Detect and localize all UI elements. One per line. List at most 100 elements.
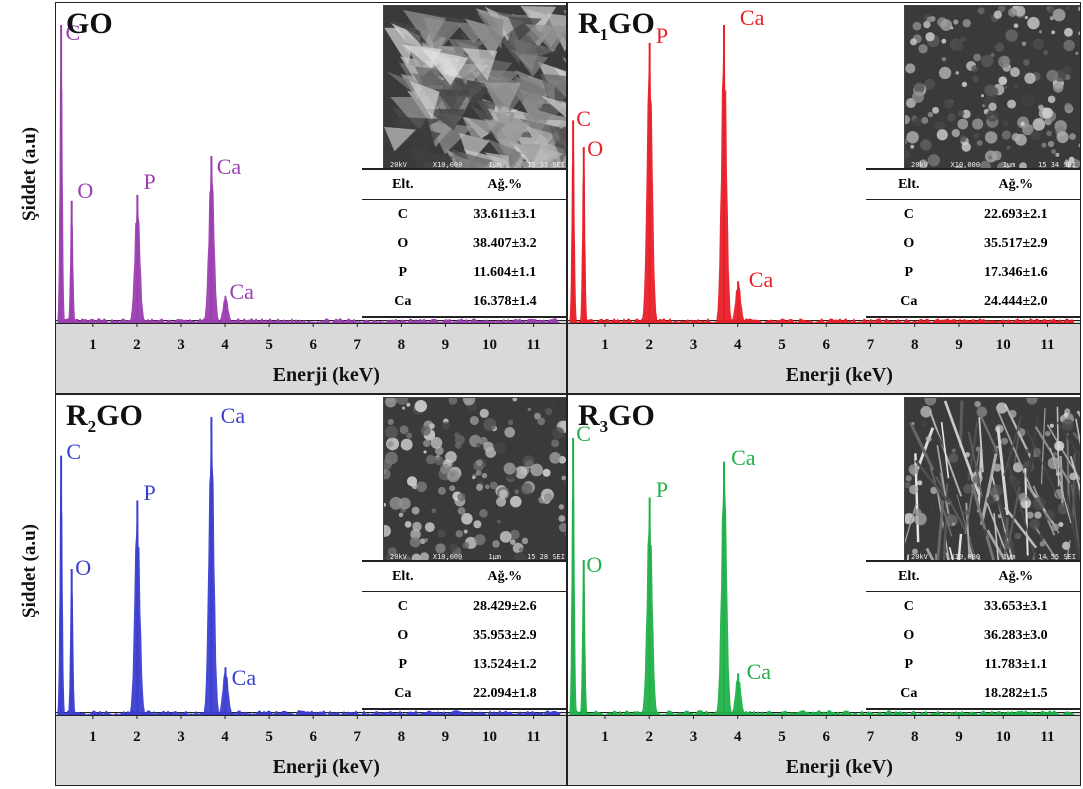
element-cell: P: [362, 258, 444, 287]
table-row: C 33.653±3.1: [866, 592, 1080, 622]
weight-percent-cell: 33.653±3.1: [952, 592, 1080, 622]
y-axis-label-top: Şiddet (a.u): [19, 114, 41, 234]
weight-percent-cell: 11.783±1.1: [952, 650, 1080, 679]
x-tick-label: 7: [867, 729, 875, 746]
x-tick-label: 9: [442, 729, 450, 746]
table-header: Elt.: [362, 169, 444, 200]
x-tick-label: 1: [601, 337, 609, 354]
x-tick-label: 7: [354, 337, 362, 354]
x-tick-label: 9: [955, 729, 963, 746]
x-tick-label: 7: [867, 337, 875, 354]
peak-label-ca: Ca: [221, 403, 245, 429]
peak-label-c: C: [66, 439, 81, 465]
x-tick-label: 1: [89, 729, 97, 746]
x-tick-label: 3: [177, 729, 185, 746]
table-header: Elt.: [866, 561, 952, 592]
x-tick-label: 2: [133, 337, 141, 354]
element-cell: Ca: [866, 287, 952, 317]
table-row: Ca 18.282±1.5: [866, 679, 1080, 709]
panel-title: R1GO: [578, 7, 655, 45]
composition-table: Elt. Ağ.% C 33.653±3.1 O 36.283±3.0 P 11.783±1.…: [866, 560, 1080, 710]
x-tick-label: 9: [442, 337, 450, 354]
x-tick-label: 4: [734, 729, 742, 746]
element-cell: Ca: [362, 679, 444, 709]
element-cell: P: [362, 650, 444, 679]
x-tick-label: 10: [482, 729, 497, 746]
table-row: P 11.604±1.1: [362, 258, 566, 287]
peak-label-p: P: [656, 477, 668, 503]
weight-percent-cell: 16.378±1.4: [444, 287, 566, 317]
x-tick-label: 8: [911, 729, 919, 746]
table-header: Elt.: [362, 561, 444, 592]
x-tick-label: 11: [1040, 729, 1054, 746]
x-tick-label: 11: [1040, 337, 1054, 354]
element-cell: Ca: [362, 287, 444, 317]
peak-label-ca: Ca: [731, 445, 755, 471]
weight-percent-cell: 35.953±2.9: [444, 621, 566, 650]
x-tick-label: 4: [734, 337, 742, 354]
x-tick-label: 5: [778, 337, 786, 354]
table-header: Ağ.%: [952, 561, 1080, 592]
table-header: Ağ.%: [444, 169, 566, 200]
peak-label-ca: Ca: [740, 5, 764, 31]
x-tick-label: 3: [690, 337, 698, 354]
x-axis-label: Enerji (keV): [273, 364, 380, 387]
sem-micrograph: 20kV X10,000 1μm 14 55 SEI: [904, 397, 1081, 564]
peak-label-ca: Ca: [229, 279, 253, 305]
element-cell: O: [362, 229, 444, 258]
table-row: Ca 16.378±1.4: [362, 287, 566, 317]
x-tick-label: 11: [526, 337, 540, 354]
peak-label-ca: Ca: [749, 267, 773, 293]
x-tick-label: 3: [177, 337, 185, 354]
table-row: Ca 22.094±1.8: [362, 679, 566, 709]
weight-percent-cell: 38.407±3.2: [444, 229, 566, 258]
element-cell: C: [866, 200, 952, 230]
x-tick-label: 10: [482, 337, 497, 354]
x-tick-label: 2: [133, 729, 141, 746]
x-tick-label: 9: [955, 337, 963, 354]
table-row: Ca 24.444±2.0: [866, 287, 1080, 317]
panel-title: R3GO: [578, 399, 655, 437]
x-tick-label: 5: [265, 729, 273, 746]
x-tick-label: 8: [398, 729, 406, 746]
weight-percent-cell: 24.444±2.0: [952, 287, 1080, 317]
element-cell: O: [866, 229, 952, 258]
x-tick-label: 8: [911, 337, 919, 354]
table-row: O 36.283±3.0: [866, 621, 1080, 650]
peak-label-o: O: [75, 555, 91, 581]
element-cell: P: [866, 258, 952, 287]
x-tick-label: 5: [265, 337, 273, 354]
panel-go: 1 2 3 4 5 6 7 8 9 10 11 Enerji (keV) C O P Ca Ca GO 20kV X1…: [55, 2, 567, 394]
table-header: Elt.: [866, 169, 952, 200]
table-row: C 28.429±2.6: [362, 592, 566, 622]
x-tick-label: 6: [822, 729, 830, 746]
x-tick-label: 11: [526, 729, 540, 746]
x-tick-label: 1: [89, 337, 97, 354]
table-row: O 35.517±2.9: [866, 229, 1080, 258]
sem-micrograph: 20kV X10,000 1μm 15 33 SEI: [383, 5, 567, 172]
peak-label-o: O: [586, 552, 602, 578]
peak-label-ca: Ca: [747, 659, 771, 685]
sem-micrograph: 20kV X10,000 1μm 15 28 SEI: [383, 397, 567, 564]
table-header: Ağ.%: [952, 169, 1080, 200]
element-cell: O: [362, 621, 444, 650]
weight-percent-cell: 33.611±3.1: [444, 200, 566, 230]
x-tick-label: 2: [645, 729, 653, 746]
weight-percent-cell: 17.346±1.6: [952, 258, 1080, 287]
table-row: P 11.783±1.1: [866, 650, 1080, 679]
x-axis-label: Enerji (keV): [786, 364, 893, 387]
table-row: C 33.611±3.1: [362, 200, 566, 230]
weight-percent-cell: 36.283±3.0: [952, 621, 1080, 650]
x-tick-label: 1: [601, 729, 609, 746]
y-axis-label-bottom: Şiddet (a.u): [19, 511, 41, 631]
element-cell: O: [866, 621, 952, 650]
element-cell: Ca: [866, 679, 952, 709]
element-cell: C: [866, 592, 952, 622]
weight-percent-cell: 28.429±2.6: [444, 592, 566, 622]
panel-r1go: 1 2 3 4 5 6 7 8 9 10 11 Enerji (keV) C O P Ca Ca R1GO 20kV…: [567, 2, 1081, 394]
peak-label-p: P: [144, 480, 156, 506]
composition-table: Elt. Ağ.% C 33.611±3.1 O 38.407±3.2 P 11.604±1.…: [362, 168, 566, 318]
sem-micrograph: 20kV X10,000 1μm 15 34 SEI: [904, 5, 1081, 172]
element-cell: C: [362, 200, 444, 230]
table-row: O 38.407±3.2: [362, 229, 566, 258]
